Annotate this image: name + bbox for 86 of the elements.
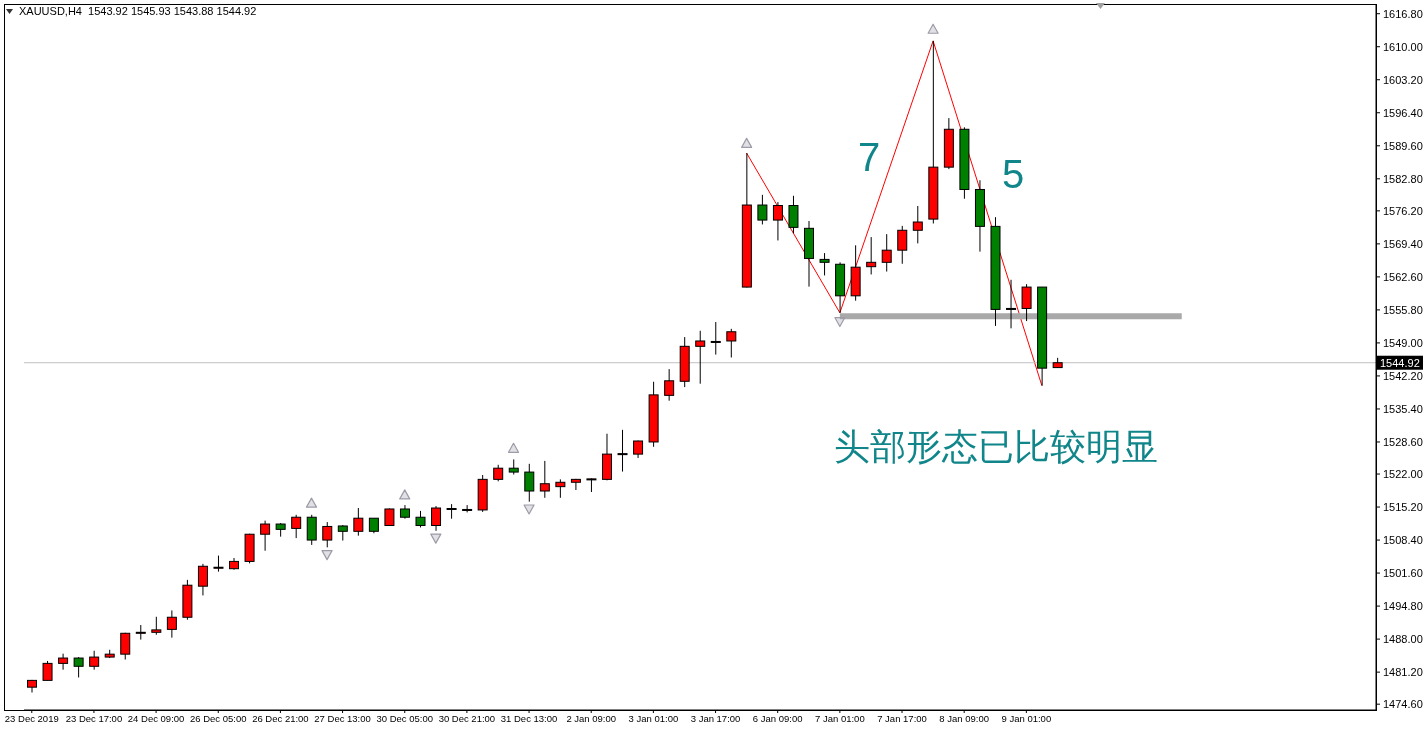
point [507,442,520,453]
y-tick-label: 1508.40 [1383,533,1423,546]
x-tick-label: 2 Jan 09:00 [566,712,617,724]
candlestick [42,660,53,681]
y-tick-label: 1596.40 [1383,106,1423,119]
y-tick-label: 1501.60 [1383,566,1423,579]
candlestick [462,504,473,513]
x-tick-label: 6 Jan 09:00 [752,712,803,724]
candlestick [881,233,892,273]
x-tick-label: 26 Dec 05:00 [190,712,247,724]
candlestick [772,201,783,241]
point [430,533,442,544]
y-tick-label: 1515.20 [1383,500,1423,513]
y-tick-label: 1542.20 [1383,369,1423,382]
y-tick-label: 1589.60 [1383,139,1423,152]
candlestick [555,478,566,499]
x-tick-label: 30 Dec 21:00 [438,712,496,724]
point [321,550,333,561]
candlestick [726,328,737,358]
chart-title: XAUUSD,H4 1543.92 1545.93 1543.88 1544.92 [19,5,257,18]
y-tick-label: 1522.00 [1383,467,1423,480]
y-tick-label: 1616.80 [1383,7,1423,20]
x-tick-label: 9 Jan 01:00 [1001,712,1052,724]
y-tick-label: 1549.00 [1383,336,1423,349]
candlestick [353,507,364,537]
candlestick [1006,279,1017,329]
annotation: 5 [1001,152,1025,196]
candlestick [58,653,69,671]
x-tick-label: 7 Jan 01:00 [815,712,865,724]
candlestick [866,236,877,275]
x-tick-label: 23 Dec 2019 [4,712,59,724]
candlestick [570,478,581,491]
candlestick [695,330,706,385]
annotation: 7 [857,135,881,179]
y-tick-label: 1576.20 [1383,204,1423,217]
y-tick-label: 1488.00 [1383,633,1423,646]
y-tick-label: 1474.60 [1383,698,1423,711]
candlestick [617,429,628,473]
candlestick [819,252,830,276]
y-tick-label: 1535.40 [1383,402,1423,415]
candlestick [291,514,302,539]
y-tick-label: 1562.60 [1383,270,1423,283]
x-tick-label: 3 Jan 17:00 [690,712,741,724]
x-tick-label: 23 Dec 17:00 [65,712,123,724]
candlestick [431,505,442,532]
x-tick-label: 31 Dec 13:00 [500,712,558,724]
candlestick [1021,283,1032,322]
candlestick [120,632,131,660]
candlestick [897,225,908,265]
y-tick-label: 1582.80 [1383,172,1423,185]
x-tick-label: 24 Dec 09:00 [127,712,185,724]
candlestick [89,650,100,671]
y-tick-label: 1603.20 [1383,73,1423,86]
point [927,23,939,34]
y-tick-label: 1528.60 [1383,435,1423,448]
candlestick [912,205,923,244]
candlestick [664,368,675,402]
candlestick [197,563,208,596]
candlestick [166,609,177,639]
y-tick-label: 1610.00 [1383,40,1423,53]
point [741,137,753,148]
candlestick [73,656,84,678]
x-tick-label: 27 Dec 13:00 [314,712,371,724]
candlestick [710,321,721,356]
y-tick-label: 1481.20 [1383,666,1423,679]
point [305,497,318,508]
candlestick [757,194,768,225]
point [834,316,846,328]
x-tick-label: 3 Jan 01:00 [628,712,679,724]
y-tick-label: 1494.80 [1383,600,1423,612]
candlestick [260,520,271,552]
x-tick-label: 30 Dec 05:00 [376,712,433,724]
candlestick [524,463,535,503]
candlestick [306,514,317,546]
candlestick [322,521,333,548]
point [399,489,411,500]
x-tick-label: 8 Jan 09:00 [939,712,990,724]
point [523,504,535,515]
ref-line-label: 1544.92 [1380,356,1420,369]
x-tick-label: 7 Jan 17:00 [877,712,927,724]
candlestick [788,195,799,234]
candlestick [539,460,550,499]
y-tick-label: 1569.40 [1383,237,1423,250]
y-tick-label: 1555.80 [1383,303,1423,316]
annotation: 头部形态已比较明显 [834,427,1158,468]
x-tick-label: 26 Dec 21:00 [252,712,309,724]
